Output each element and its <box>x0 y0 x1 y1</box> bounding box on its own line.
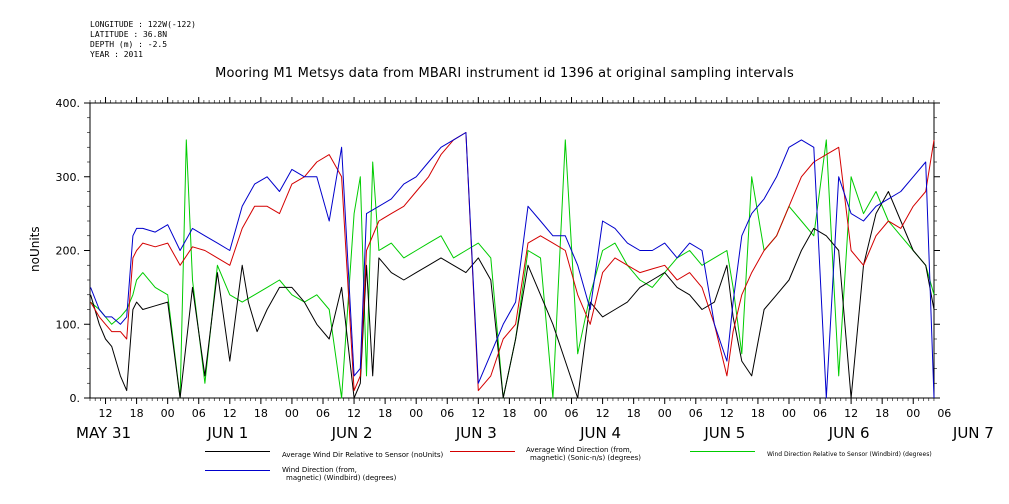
x-tick-label: 00 <box>285 407 299 420</box>
legend-label-wind-dir-windbird: Wind Direction (from, magnetic) (Windbir… <box>282 466 396 482</box>
x-tick-label: 00 <box>782 407 796 420</box>
x-tick-label: 00 <box>161 407 175 420</box>
latitude-text: LATITUDE : 36.8N <box>90 30 168 39</box>
y-tick-label: 0. <box>70 392 81 405</box>
legend-swatch-avg-wind-dir-rel <box>205 451 270 452</box>
legend-swatch-wind-dir-windbird <box>205 470 270 471</box>
legend-label-line-1: Average Wind Direction (from, <box>526 446 632 454</box>
y-tick-label: 100. <box>56 318 81 331</box>
x-tick-label: 18 <box>627 407 641 420</box>
x-tick-label: 18 <box>875 407 889 420</box>
x-tick-label: 18 <box>130 407 144 420</box>
x-tick-label: 06 <box>813 407 827 420</box>
x-tick-label: 00 <box>409 407 423 420</box>
x-day-label: JUN 3 <box>455 424 497 442</box>
x-tick-label: 12 <box>99 407 113 420</box>
x-tick-label: 12 <box>596 407 610 420</box>
x-tick-label: 12 <box>471 407 485 420</box>
legend-swatch-avg-wind-dir-sonic <box>450 451 515 452</box>
x-tick-label: 12 <box>223 407 237 420</box>
x-tick-label: 06 <box>192 407 206 420</box>
x-tick-label: 12 <box>844 407 858 420</box>
series-line-0 <box>90 191 935 399</box>
longitude-text: LONGITUDE : 122W(-122) <box>90 20 196 29</box>
legend-label-avg-wind-dir-rel: Average Wind Dir Relative to Sensor (noU… <box>282 451 444 459</box>
x-tick-label: 18 <box>378 407 392 420</box>
legend-swatch-wind-dir-rel-windbird <box>690 451 755 452</box>
legend-label-line-2: magnetic) (Sonic-n/s) (degrees) <box>530 454 642 462</box>
legend-label-line-2: magnetic) (Windbird) (degrees) <box>286 474 397 482</box>
x-tick-label: 06 <box>937 407 951 420</box>
x-day-label: JUN 2 <box>331 424 373 442</box>
x-day-label: JUN 4 <box>579 424 621 442</box>
year-text: YEAR : 2011 <box>90 50 143 59</box>
y-tick-label: 200. <box>56 245 81 258</box>
x-tick-label: 00 <box>533 407 547 420</box>
x-tick-label: 12 <box>347 407 361 420</box>
x-day-label: JUN 5 <box>703 424 745 442</box>
x-tick-label: 18 <box>751 407 765 420</box>
x-tick-label: 12 <box>720 407 734 420</box>
series-line-2 <box>90 139 935 399</box>
x-tick-label: 00 <box>658 407 672 420</box>
y-tick-label: 400. <box>56 97 81 110</box>
x-tick-label: 06 <box>565 407 579 420</box>
x-tick-label: 06 <box>440 407 454 420</box>
y-tick-label: 300. <box>56 171 81 184</box>
x-day-label: JUN 7 <box>952 424 994 442</box>
x-tick-label: 06 <box>316 407 330 420</box>
x-tick-label: 18 <box>502 407 516 420</box>
series-line-3 <box>90 132 935 399</box>
depth-text: DEPTH (m) : -2.5 <box>90 40 168 49</box>
legend-label-wind-dir-rel-windbird: Wind Direction Relative to Sensor (Windb… <box>767 451 932 458</box>
x-tick-label: 06 <box>689 407 703 420</box>
x-day-label: MAY 31 <box>76 424 131 442</box>
chart-title: Mooring M1 Metsys data from MBARI instru… <box>215 66 794 81</box>
x-day-label: JUN 1 <box>206 424 248 442</box>
x-day-label: JUN 6 <box>828 424 870 442</box>
legend-label-line-1: Wind Direction (from, <box>282 466 357 474</box>
metadata-block: LONGITUDE : 122W(-122) LATITUDE : 36.8N … <box>90 20 196 60</box>
legend-label-avg-wind-dir-sonic: Average Wind Direction (from, magnetic) … <box>526 446 641 462</box>
x-tick-label: 18 <box>254 407 268 420</box>
x-tick-label: 00 <box>906 407 920 420</box>
series-line-1 <box>90 132 935 392</box>
